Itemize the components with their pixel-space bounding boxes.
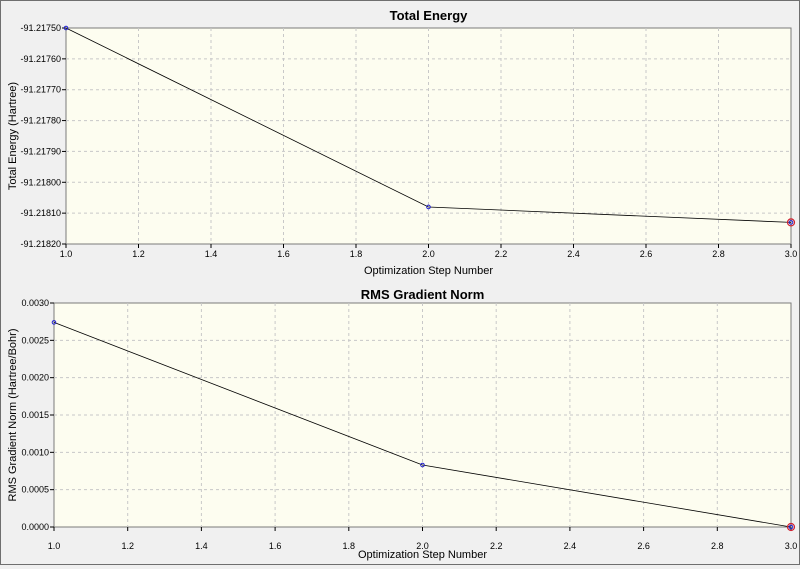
gradient-x-tick-label: 2.4 bbox=[564, 541, 577, 551]
gradient-x-tick-label: 1.8 bbox=[343, 541, 356, 551]
energy-current-step-marker[interactable] bbox=[786, 218, 796, 227]
energy-series-line bbox=[65, 27, 792, 223]
energy-x-tick-label: 1.2 bbox=[132, 249, 145, 259]
energy-y-tick-label: -91.21810 bbox=[20, 208, 61, 218]
energy-x-tick-label: 2.6 bbox=[640, 249, 653, 259]
energy-y-tick-label: -91.21750 bbox=[20, 23, 61, 33]
gradient-x-tick-label: 1.4 bbox=[195, 541, 208, 551]
energy-x-tick-label: 2.4 bbox=[567, 249, 580, 259]
gradient-current-step-marker[interactable] bbox=[786, 522, 796, 532]
energy-y-tick-label: -91.21770 bbox=[20, 85, 61, 95]
gradient-y-tick-label: 0.0015 bbox=[21, 410, 49, 420]
gradient-y-tick-label: 0.0010 bbox=[21, 447, 49, 457]
energy-x-tick-label: 2.8 bbox=[712, 249, 725, 259]
energy-x-axis-label: Optimization Step Number bbox=[364, 265, 493, 277]
energy-data-point[interactable] bbox=[426, 204, 431, 210]
gradient-x-tick-label: 1.6 bbox=[269, 541, 282, 551]
gradient-y-tick-label: 0.0020 bbox=[21, 373, 49, 383]
energy-y-tick-label: -91.21790 bbox=[20, 146, 61, 156]
energy-y-axis-label: Total Energy (Hartree) bbox=[7, 82, 19, 190]
energy-x-tick-label: 2.2 bbox=[495, 249, 508, 259]
energy-x-tick-label: 2.0 bbox=[422, 249, 435, 259]
energy-x-tick-label: 3.0 bbox=[785, 249, 798, 259]
gradient-y-axis-label: RMS Gradient Norm (Hartree/Bohr) bbox=[7, 329, 19, 502]
gradient-y-tick-label: 0.0030 bbox=[21, 298, 49, 308]
energy-x-tick-label: 1.4 bbox=[205, 249, 218, 259]
gradient-x-tick-label: 2.6 bbox=[637, 541, 650, 551]
gradient-x-tick-label: 2.8 bbox=[711, 541, 724, 551]
rms-gradient-chart: RMS Gradient Norm 1.0 1.2 1.4 1.6 1.8 2.0 2.2 2.… bbox=[7, 287, 797, 561]
gradient-x-tick-label: 1.0 bbox=[48, 541, 61, 551]
energy-x-tick-label: 1.8 bbox=[350, 249, 363, 259]
energy-x-tick-label: 1.0 bbox=[60, 249, 73, 259]
gradient-chart-title: RMS Gradient Norm bbox=[361, 287, 485, 302]
energy-x-tick-label: 1.6 bbox=[277, 249, 290, 259]
gradient-x-tick-label: 3.0 bbox=[785, 541, 798, 551]
total-energy-chart: Total Energy 1.0 1.2 1.4 1.6 1.8 2.0 2.2 2.4 2.6 2… bbox=[7, 8, 797, 277]
energy-y-tick-label: -91.21820 bbox=[20, 239, 61, 249]
gradient-x-tick-label: 1.2 bbox=[121, 541, 134, 551]
gradient-y-tick-label: 0.0005 bbox=[21, 485, 49, 495]
gradient-x-tick-label: 2.0 bbox=[416, 541, 429, 551]
gradient-data-point[interactable] bbox=[420, 462, 425, 468]
gradient-x-tick-label: 2.2 bbox=[490, 541, 503, 551]
energy-chart-title: Total Energy bbox=[390, 8, 469, 23]
gradient-series-line bbox=[53, 322, 792, 528]
energy-y-tick-label: -91.21780 bbox=[20, 116, 61, 126]
energy-data-point[interactable] bbox=[63, 25, 69, 31]
gradient-data-point[interactable] bbox=[788, 524, 794, 530]
gradient-y-tick-label: 0.0000 bbox=[21, 522, 49, 532]
energy-y-tick-label: -91.21760 bbox=[20, 54, 61, 64]
gradient-data-point[interactable] bbox=[51, 320, 57, 325]
gradient-y-tick-label: 0.0025 bbox=[21, 335, 49, 345]
gradient-x-axis-label: Optimization Step Number bbox=[358, 549, 487, 561]
energy-y-tick-label: -91.21800 bbox=[20, 177, 61, 187]
energy-data-point[interactable] bbox=[788, 220, 794, 225]
